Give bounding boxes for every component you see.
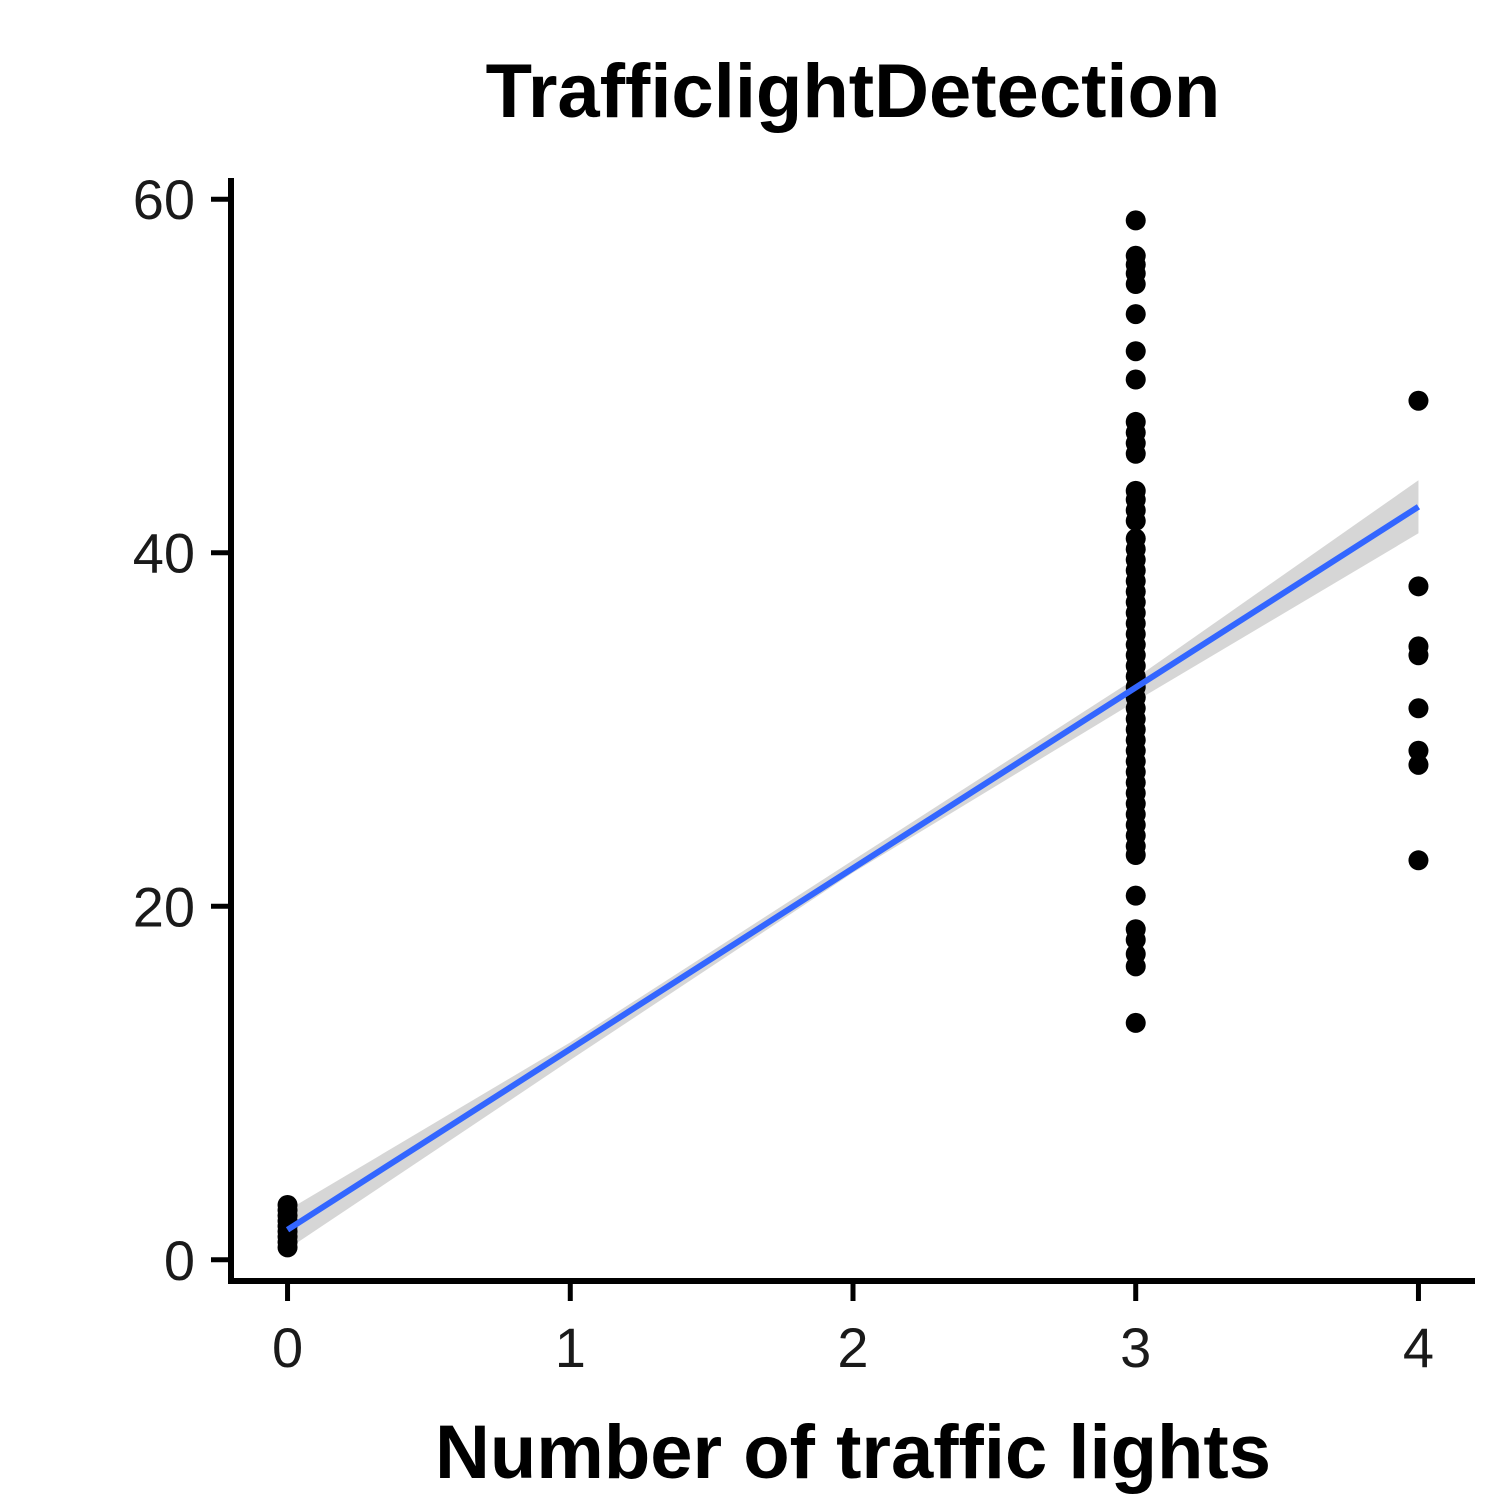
regression-line (285, 504, 1421, 1233)
data-point (1408, 390, 1429, 411)
data-point (1125, 245, 1146, 266)
plot-area (277, 210, 1429, 1258)
data-point (1408, 740, 1429, 761)
axes: 0 20 40 60 0 1 2 3 4 (133, 168, 1475, 1379)
data-point (1125, 919, 1146, 940)
data-point (1125, 943, 1146, 964)
y-tick-label: 60 (133, 168, 195, 231)
x-tick-label: 4 (1403, 1316, 1434, 1379)
data-point (277, 1194, 298, 1215)
y-tick-label: 0 (164, 1229, 195, 1292)
data-point (1125, 411, 1146, 432)
data-point (1125, 528, 1146, 549)
data-point (1125, 210, 1146, 231)
data-point (1125, 341, 1146, 362)
data-point (1125, 1012, 1146, 1033)
y-tick-label: 40 (133, 522, 195, 585)
data-point (1125, 885, 1146, 906)
data-point (1408, 698, 1429, 719)
data-point (1408, 636, 1429, 657)
chart-title: TrafficlightDetection (486, 49, 1221, 134)
x-tick-label: 2 (837, 1316, 868, 1379)
data-point (1125, 369, 1146, 390)
x-tick-label: 0 (272, 1316, 303, 1379)
data-point (1125, 480, 1146, 501)
y-tick-label: 20 (133, 875, 195, 938)
x-axis-title: Number of traffic lights (435, 1410, 1271, 1495)
data-point (1408, 754, 1429, 775)
data-point (1125, 304, 1146, 325)
data-point (1408, 850, 1429, 871)
data-point (1408, 576, 1429, 597)
x-tick-label: 3 (1120, 1316, 1151, 1379)
x-tick-label: 1 (555, 1316, 586, 1379)
